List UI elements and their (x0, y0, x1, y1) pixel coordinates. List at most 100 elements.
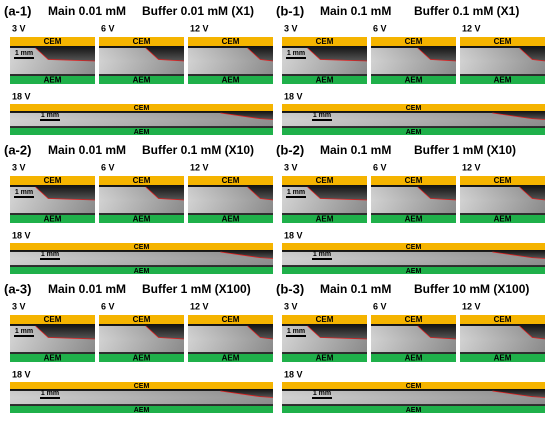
depletion-zone (10, 252, 273, 265)
cem-strip (282, 315, 367, 324)
cem-label: CEM (44, 176, 62, 185)
boundary-line (247, 47, 274, 62)
cem-strip (10, 382, 273, 389)
aem-strip (282, 76, 367, 84)
aem-strip (371, 215, 456, 223)
aem-strip (10, 267, 273, 274)
voltage-label: 3 V (12, 301, 26, 311)
depletion-zone (99, 326, 184, 352)
aem-label: AEM (134, 129, 150, 136)
aem-strip (371, 354, 456, 362)
aem-label: AEM (44, 76, 62, 85)
boundary-line (145, 47, 185, 62)
aem-label: AEM (134, 407, 150, 414)
aem-label: AEM (494, 354, 512, 363)
voltage-label: 18 V (12, 230, 31, 240)
cem-strip (282, 104, 545, 111)
voltage-label: 3 V (284, 23, 298, 33)
main-conc: Main 0.01 mM (48, 282, 126, 296)
depletion-zone (460, 187, 545, 213)
main-conc: Main 0.01 mM (48, 143, 126, 157)
aem-label: AEM (133, 76, 151, 85)
cem-strip (282, 37, 367, 46)
aem-strip (99, 76, 184, 84)
scale-label: 1 mm (313, 112, 331, 119)
cem-strip (10, 315, 95, 324)
aem-label: AEM (405, 76, 423, 85)
cem-label: CEM (406, 383, 422, 390)
buffer-conc: Buffer 0.01 mM (X1) (142, 4, 254, 18)
depletion-zone (282, 48, 367, 74)
boundary-line (220, 251, 274, 259)
aem-label: AEM (222, 76, 240, 85)
aem-strip (282, 354, 367, 362)
voltage-label: 18 V (284, 369, 303, 379)
cem-strip (371, 37, 456, 46)
depletion-zone (10, 326, 95, 352)
boundary-line (220, 390, 274, 398)
cem-strip (460, 37, 545, 46)
aem-label: AEM (406, 407, 422, 414)
aem-strip (10, 406, 273, 413)
cem-strip (460, 176, 545, 185)
buffer-conc: Buffer 0.1 mM (X1) (414, 4, 519, 18)
aem-label: AEM (494, 76, 512, 85)
depletion-zone (282, 187, 367, 213)
buffer-conc: Buffer 1 mM (X10) (414, 143, 516, 157)
panel-id: (b-2) (276, 142, 304, 157)
aem-strip (99, 354, 184, 362)
depletion-zone (371, 187, 456, 213)
aem-strip (10, 76, 95, 84)
voltage-label: 3 V (284, 301, 298, 311)
cem-label: CEM (494, 37, 512, 46)
voltage-label: 6 V (101, 162, 115, 172)
boundary-line (220, 112, 274, 120)
voltage-label: 3 V (284, 162, 298, 172)
cem-label: CEM (134, 383, 150, 390)
aem-label: AEM (134, 268, 150, 275)
voltage-label: 18 V (284, 230, 303, 240)
aem-label: AEM (405, 354, 423, 363)
boundary-line (492, 251, 546, 259)
cem-strip (10, 37, 95, 46)
voltage-label: 6 V (373, 301, 387, 311)
aem-label: AEM (406, 268, 422, 275)
scale-label: 1 mm (41, 390, 59, 397)
aem-strip (188, 76, 273, 84)
cem-strip (371, 315, 456, 324)
scale-label: 1 mm (15, 328, 33, 335)
cem-label: CEM (405, 37, 423, 46)
buffer-conc: Buffer 10 mM (X100) (414, 282, 529, 296)
aem-strip (10, 354, 95, 362)
boundary-line (307, 325, 368, 340)
cem-label: CEM (134, 244, 150, 251)
cem-strip (99, 37, 184, 46)
aem-strip (10, 128, 273, 135)
cem-strip (282, 176, 367, 185)
aem-strip (460, 354, 545, 362)
aem-label: AEM (222, 215, 240, 224)
depletion-zone (99, 48, 184, 74)
cem-label: CEM (316, 37, 334, 46)
scale-label: 1 mm (41, 251, 59, 258)
scale-label: 1 mm (287, 189, 305, 196)
voltage-label: 6 V (373, 23, 387, 33)
depletion-zone (10, 391, 273, 404)
voltage-label: 12 V (190, 301, 209, 311)
cem-strip (99, 315, 184, 324)
aem-strip (99, 215, 184, 223)
boundary-line (417, 325, 457, 340)
cem-label: CEM (405, 176, 423, 185)
aem-label: AEM (133, 215, 151, 224)
panel-id: (a-1) (4, 3, 31, 18)
boundary-line (307, 186, 368, 201)
voltage-label: 12 V (190, 162, 209, 172)
boundary-line (417, 47, 457, 62)
depletion-zone (10, 113, 273, 126)
cem-label: CEM (406, 244, 422, 251)
aem-strip (188, 215, 273, 223)
aem-label: AEM (44, 354, 62, 363)
depletion-zone (460, 326, 545, 352)
voltage-label: 12 V (190, 23, 209, 33)
voltage-label: 12 V (462, 301, 481, 311)
